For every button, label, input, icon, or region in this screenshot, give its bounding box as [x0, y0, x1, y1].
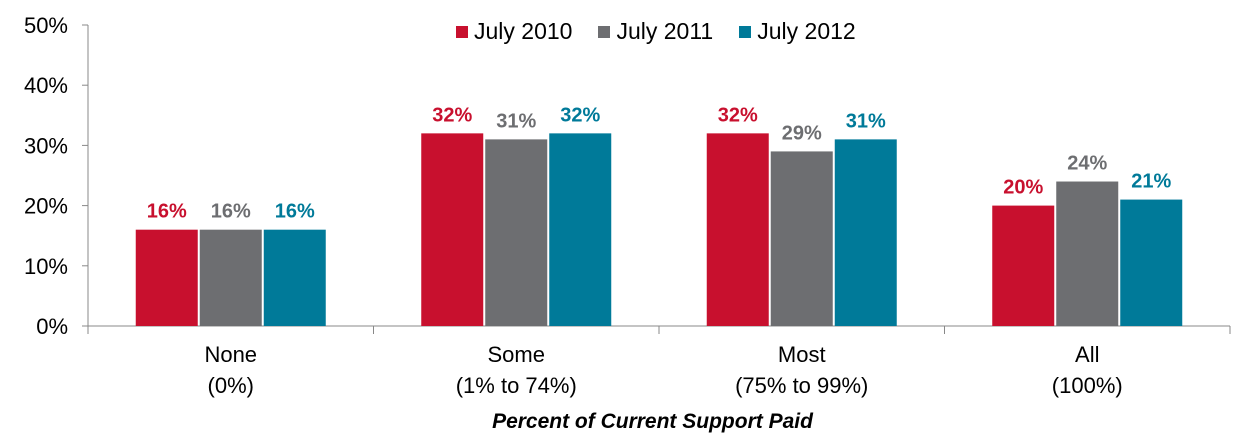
- x-tick-label: All: [1075, 342, 1099, 367]
- x-tick-label: (1% to 74%): [456, 373, 577, 398]
- y-tick-label: 0%: [36, 314, 68, 339]
- legend-item-july-2012: July 2012: [739, 18, 856, 45]
- bar: [421, 133, 484, 326]
- data-label: 31%: [496, 110, 536, 132]
- legend-item-july-2011: July 2011: [598, 18, 713, 45]
- data-label: 29%: [782, 122, 822, 144]
- legend-swatch-july-2012: [739, 25, 752, 38]
- x-axis-title: Percent of Current Support Paid: [492, 410, 813, 433]
- y-tick-label: 20%: [24, 194, 68, 219]
- chart-legend: July 2010 July 2011 July 2012: [456, 18, 856, 45]
- bar: [263, 229, 326, 326]
- bar: [135, 229, 198, 326]
- data-label: 16%: [275, 201, 315, 223]
- data-label: 16%: [211, 201, 251, 223]
- bar: [706, 133, 769, 326]
- legend-swatch-july-2011: [598, 25, 611, 38]
- data-label: 16%: [147, 201, 187, 223]
- bar: [549, 133, 612, 326]
- data-label: 21%: [1131, 171, 1171, 193]
- data-label: 31%: [846, 110, 886, 132]
- bar: [1120, 199, 1183, 326]
- x-tick-label: (75% to 99%): [735, 373, 868, 398]
- bar: [199, 229, 262, 326]
- x-tick-label: (0%): [208, 373, 254, 398]
- bar: [834, 139, 897, 326]
- bar: [992, 205, 1055, 326]
- x-tick-label: Most: [778, 342, 826, 367]
- y-tick-label: 40%: [24, 73, 68, 98]
- data-label: 32%: [432, 104, 472, 126]
- x-tick-label: None: [204, 342, 257, 367]
- legend-label-july-2012: July 2012: [757, 18, 856, 44]
- y-tick-label: 30%: [24, 133, 68, 158]
- data-label: 24%: [1067, 153, 1107, 175]
- x-tick-label: (100%): [1052, 373, 1123, 398]
- bar: [770, 151, 833, 326]
- x-tick-label: Some: [488, 342, 545, 367]
- legend-label-july-2010: July 2010: [474, 18, 573, 44]
- y-tick-label: 50%: [24, 13, 68, 38]
- legend-swatch-july-2010: [456, 25, 468, 38]
- legend-label-july-2011: July 2011: [616, 18, 714, 44]
- y-tick-label: 10%: [24, 254, 68, 279]
- data-label: 20%: [1003, 177, 1043, 199]
- data-label: 32%: [718, 104, 758, 126]
- bar: [485, 139, 548, 326]
- bar: [1056, 181, 1119, 326]
- data-label: 32%: [560, 104, 600, 126]
- legend-item-july-2010: July 2010: [456, 18, 572, 45]
